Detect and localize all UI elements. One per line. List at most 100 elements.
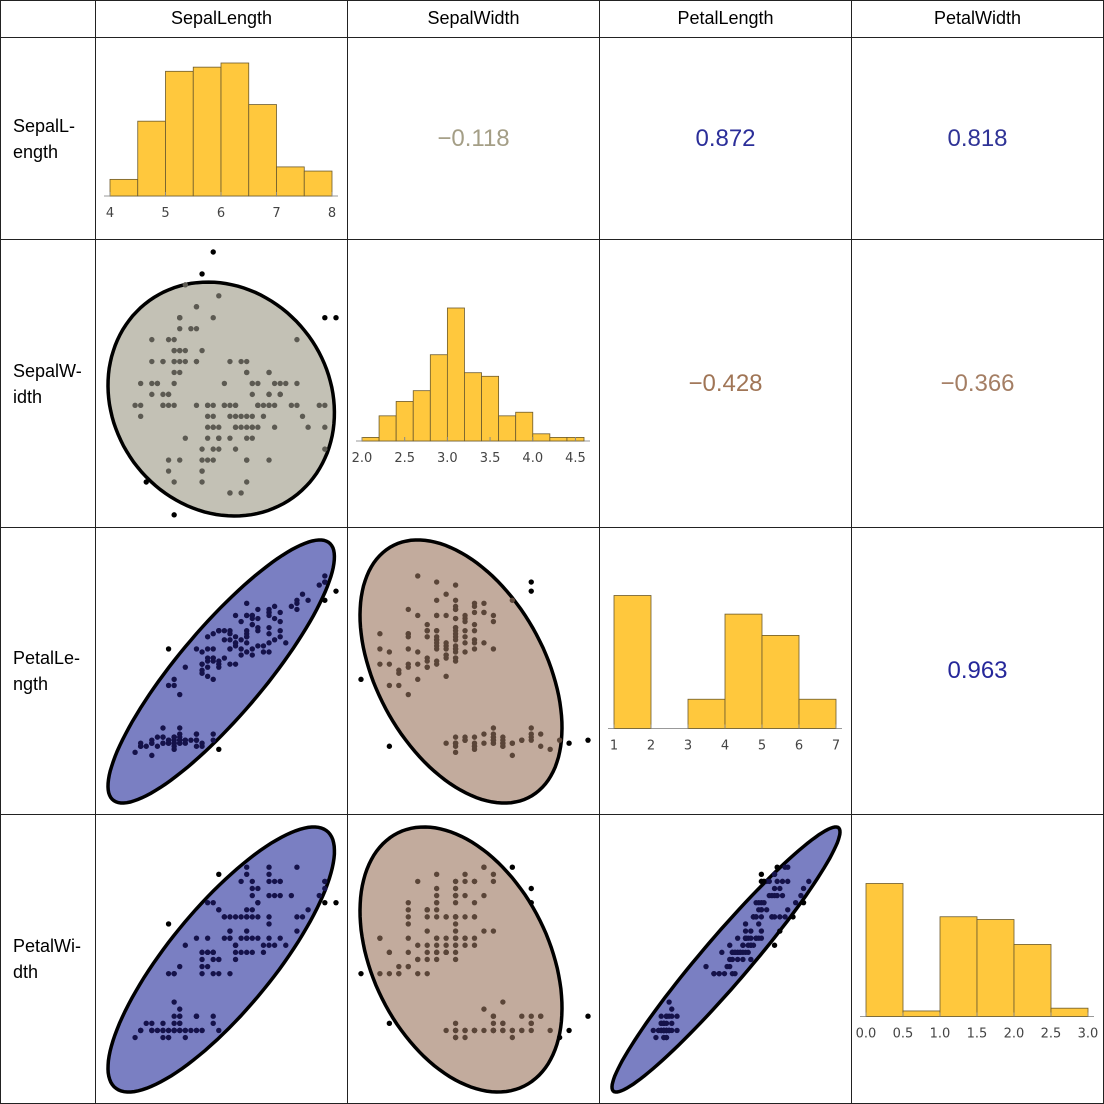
- data-point: [249, 380, 255, 387]
- data-point: [210, 949, 216, 956]
- outlier-point: [333, 315, 339, 321]
- data-point: [415, 612, 421, 619]
- data-point: [490, 878, 497, 885]
- data-point: [221, 655, 228, 661]
- scatter-svg: [358, 538, 591, 805]
- data-point: [210, 658, 216, 664]
- data-point: [132, 749, 138, 756]
- data-point: [750, 942, 757, 948]
- histogram-bar: [165, 70, 194, 197]
- data-point: [405, 921, 411, 927]
- correlation-petal-length-petal-width: 0.963: [852, 528, 1104, 815]
- data-point: [669, 1006, 675, 1012]
- data-point: [729, 956, 736, 963]
- data-point: [288, 892, 295, 899]
- data-point: [238, 490, 244, 496]
- data-point: [221, 914, 228, 920]
- data-point: [193, 935, 200, 941]
- data-point: [177, 1013, 183, 1019]
- data-point: [806, 878, 812, 885]
- data-point: [244, 600, 250, 607]
- data-point: [143, 743, 149, 749]
- data-point: [792, 899, 799, 906]
- data-point: [199, 446, 205, 452]
- scatter-svg: [106, 825, 339, 1094]
- data-point: [433, 935, 440, 941]
- data-point: [481, 864, 487, 870]
- data-point: [771, 871, 778, 877]
- data-point: [171, 358, 177, 365]
- histogram-bar: [613, 595, 652, 729]
- row-label-line: dth: [13, 962, 39, 982]
- data-point: [255, 606, 261, 613]
- data-point: [452, 637, 459, 643]
- data-point: [740, 942, 746, 948]
- data-point: [188, 737, 194, 743]
- histogram-bar: [412, 390, 431, 442]
- data-point: [227, 914, 233, 920]
- data-point: [433, 956, 440, 963]
- data-point: [227, 631, 233, 637]
- data-point: [443, 673, 449, 680]
- outlier-point: [509, 864, 516, 870]
- data-point: [216, 970, 222, 977]
- data-point: [227, 435, 233, 441]
- histogram-bar: [481, 375, 500, 442]
- data-point: [424, 627, 430, 634]
- histogram-bar: [549, 437, 568, 442]
- data-point: [255, 885, 261, 892]
- histogram-bar: [109, 178, 139, 197]
- data-point: [452, 749, 459, 756]
- data-point: [490, 1027, 497, 1034]
- data-point: [288, 603, 295, 610]
- data-point: [462, 612, 468, 619]
- data-point: [452, 655, 459, 661]
- outlier-point: [777, 928, 783, 934]
- outlier-point: [761, 878, 767, 885]
- data-point: [745, 949, 751, 956]
- data-point: [509, 1027, 516, 1034]
- data-point: [177, 457, 183, 463]
- data-point: [266, 640, 272, 646]
- data-point: [405, 907, 411, 913]
- outlier-point: [386, 743, 393, 749]
- data-point: [238, 878, 244, 885]
- data-point: [433, 597, 440, 603]
- data-point: [182, 664, 189, 670]
- data-point: [165, 391, 172, 398]
- data-point: [210, 631, 216, 637]
- data-point: [528, 734, 534, 740]
- data-point: [798, 892, 804, 899]
- data-point: [171, 970, 177, 977]
- data-point: [266, 609, 272, 616]
- data-point: [216, 446, 222, 452]
- data-point: [471, 646, 478, 652]
- data-point: [433, 612, 440, 619]
- data-point: [415, 661, 421, 667]
- data-point: [462, 892, 468, 899]
- data-point: [462, 640, 468, 646]
- data-point: [433, 885, 440, 892]
- data-point: [244, 907, 250, 913]
- data-point: [322, 878, 328, 885]
- data-point: [210, 737, 216, 743]
- data-point: [500, 999, 506, 1005]
- confidence-ellipse: [358, 825, 564, 1094]
- data-point: [433, 637, 440, 643]
- data-point: [249, 413, 255, 419]
- histogram-svg: 2.0 2.5 3.0 3.5 4.0 4.5: [352, 307, 590, 466]
- data-point: [149, 752, 155, 759]
- data-point: [244, 424, 250, 430]
- x-tick-label: 4.5: [565, 451, 586, 466]
- data-point: [244, 435, 250, 441]
- data-point: [210, 413, 216, 419]
- data-point: [154, 380, 161, 387]
- data-point: [266, 892, 272, 899]
- data-point: [204, 402, 211, 409]
- data-point: [160, 402, 166, 409]
- data-point: [452, 740, 459, 746]
- data-point: [227, 490, 233, 496]
- data-point: [500, 1020, 506, 1027]
- data-point: [756, 907, 762, 913]
- data-point: [238, 949, 244, 956]
